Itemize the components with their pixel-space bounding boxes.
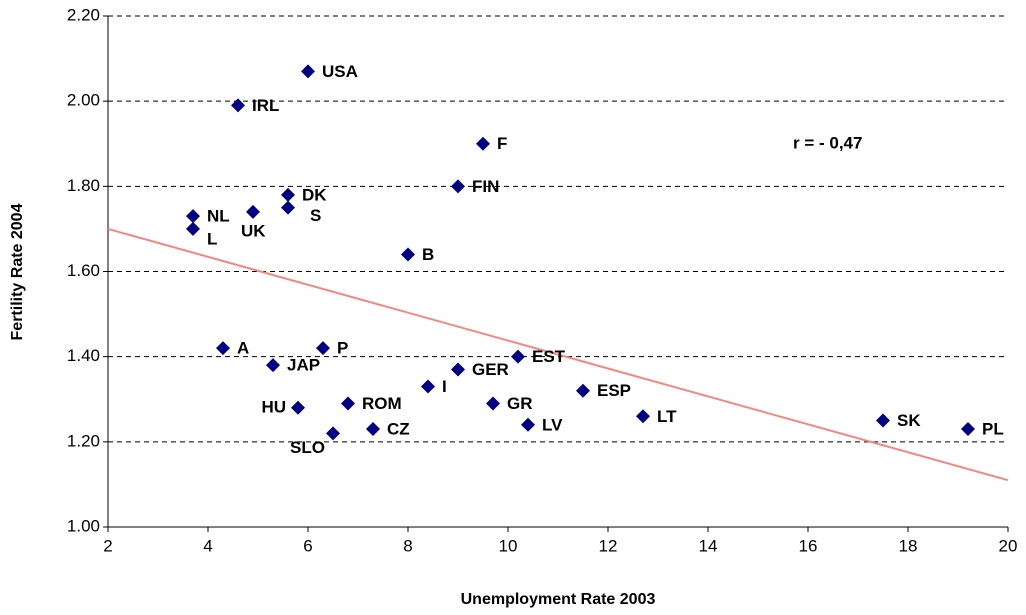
point <box>876 413 890 428</box>
point-label: USA <box>322 62 358 81</box>
trendline <box>107 227 1009 482</box>
y-tick-label: 2.20 <box>67 5 100 24</box>
point-label: S <box>310 206 321 225</box>
point-label: LT <box>657 407 677 426</box>
point <box>366 422 380 437</box>
point <box>186 209 200 224</box>
point <box>216 341 230 356</box>
x-tick-label: 6 <box>303 536 312 555</box>
point-label: GR <box>507 394 533 413</box>
point-label: HU <box>261 397 286 416</box>
point <box>511 349 525 364</box>
point-label: EST <box>532 347 566 366</box>
point <box>476 136 490 151</box>
point <box>246 204 260 219</box>
point-label: JAP <box>287 356 320 375</box>
x-axis-title: Unemployment Rate 2003 <box>461 591 656 608</box>
point <box>486 396 500 411</box>
point-label: P <box>337 339 348 358</box>
point <box>281 200 295 215</box>
point-label: ESP <box>597 381 631 400</box>
point-label: B <box>422 245 434 264</box>
point-label: F <box>497 134 507 153</box>
x-tick-label: 10 <box>499 536 518 555</box>
point <box>451 362 465 377</box>
y-tick-label: 2.00 <box>67 91 100 110</box>
point-label: PL <box>982 420 1004 439</box>
y-axis-title: Fertility Rate 2004 <box>9 203 26 340</box>
y-tick-label: 1.40 <box>67 346 100 365</box>
point-label: GER <box>472 360 509 379</box>
point-label: LV <box>542 415 563 434</box>
x-tick-label: 12 <box>599 536 618 555</box>
point-label: DK <box>302 185 327 204</box>
x-tick-label: 18 <box>899 536 918 555</box>
point-label: A <box>237 339 249 358</box>
point <box>231 98 245 113</box>
point <box>326 426 340 441</box>
point <box>961 422 975 437</box>
y-tick-label: 1.60 <box>67 261 100 280</box>
x-tick-label: 8 <box>403 536 412 555</box>
x-tick-label: 16 <box>799 536 818 555</box>
x-tick-label: 2 <box>103 536 112 555</box>
point <box>301 64 315 79</box>
point-label: IRL <box>252 96 279 115</box>
x-tick-label: 4 <box>203 536 212 555</box>
annotation: r = - 0,47 <box>793 133 862 152</box>
point <box>316 341 330 356</box>
y-tick-label: 1.20 <box>67 431 100 450</box>
x-tick-label: 14 <box>699 536 718 555</box>
point <box>281 187 295 202</box>
point <box>266 358 280 373</box>
point-label: NL <box>207 207 230 226</box>
point <box>341 396 355 411</box>
point <box>401 247 415 262</box>
point-label: FIN <box>472 177 499 196</box>
point-label: ROM <box>362 394 402 413</box>
point <box>521 417 535 432</box>
x-tick-label: 20 <box>999 536 1018 555</box>
point <box>421 379 435 394</box>
point <box>576 383 590 398</box>
point-label: SK <box>897 411 921 430</box>
point-label: CZ <box>387 420 410 439</box>
y-tick-label: 1.80 <box>67 176 100 195</box>
point <box>636 409 650 424</box>
y-tick-label: 1.00 <box>67 516 100 535</box>
point-label: L <box>207 229 217 248</box>
point <box>451 179 465 194</box>
point-label: SLO <box>290 438 325 457</box>
point <box>186 221 200 236</box>
point-label: I <box>442 377 447 396</box>
point <box>291 400 305 415</box>
point-label: UK <box>241 221 266 240</box>
